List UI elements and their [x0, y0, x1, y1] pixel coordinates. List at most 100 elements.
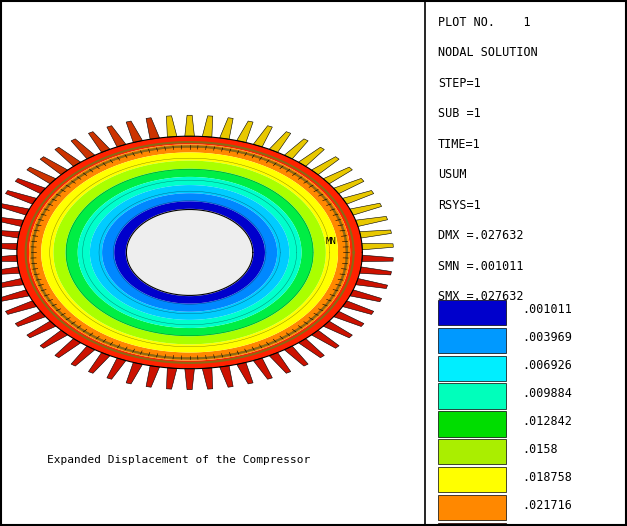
Polygon shape: [185, 369, 194, 390]
Polygon shape: [203, 368, 213, 389]
Bar: [438, 328, 505, 353]
Polygon shape: [166, 368, 177, 389]
Polygon shape: [40, 330, 68, 348]
Polygon shape: [356, 216, 387, 227]
Bar: [438, 467, 505, 492]
Polygon shape: [219, 366, 233, 387]
Polygon shape: [323, 321, 352, 338]
Text: NODAL SOLUTION: NODAL SOLUTION: [438, 46, 537, 59]
Text: SMX =.027632: SMX =.027632: [438, 290, 524, 304]
Polygon shape: [253, 126, 272, 147]
Polygon shape: [90, 185, 289, 320]
Polygon shape: [219, 118, 233, 139]
Polygon shape: [78, 177, 302, 328]
Text: .012842: .012842: [522, 415, 572, 428]
Bar: [438, 523, 505, 526]
Polygon shape: [71, 346, 95, 366]
Polygon shape: [6, 301, 37, 315]
Text: .021716: .021716: [522, 499, 572, 512]
Polygon shape: [130, 211, 250, 246]
Text: SMN =.001011: SMN =.001011: [438, 260, 524, 273]
Polygon shape: [71, 139, 95, 159]
Text: Expanded Displacement of the Compressor: Expanded Displacement of the Compressor: [48, 455, 311, 465]
Text: .0158: .0158: [522, 443, 558, 456]
Polygon shape: [269, 132, 291, 153]
Polygon shape: [40, 157, 68, 175]
Polygon shape: [334, 178, 364, 194]
Polygon shape: [88, 352, 110, 373]
Polygon shape: [298, 339, 324, 358]
Polygon shape: [0, 290, 29, 302]
Polygon shape: [126, 362, 142, 384]
Polygon shape: [350, 290, 382, 302]
Text: .006926: .006926: [522, 359, 572, 372]
Polygon shape: [55, 339, 81, 358]
Polygon shape: [0, 216, 24, 227]
Text: SUB =1: SUB =1: [438, 107, 480, 120]
Polygon shape: [203, 116, 213, 137]
Bar: [438, 383, 505, 409]
Polygon shape: [237, 362, 253, 384]
Polygon shape: [53, 160, 326, 345]
Polygon shape: [27, 321, 56, 338]
Polygon shape: [269, 352, 291, 373]
Polygon shape: [312, 157, 339, 175]
Polygon shape: [0, 230, 19, 238]
Polygon shape: [55, 147, 81, 166]
Polygon shape: [15, 178, 46, 194]
Polygon shape: [27, 167, 56, 184]
Polygon shape: [312, 330, 339, 348]
Polygon shape: [350, 203, 382, 215]
Polygon shape: [146, 366, 159, 387]
Polygon shape: [88, 132, 110, 153]
Polygon shape: [356, 278, 387, 289]
Bar: [438, 439, 505, 464]
Polygon shape: [127, 209, 253, 296]
Text: .018758: .018758: [522, 471, 572, 484]
Polygon shape: [362, 255, 393, 261]
Polygon shape: [102, 193, 277, 312]
Polygon shape: [127, 209, 252, 246]
Polygon shape: [0, 278, 24, 289]
Text: STEP=1: STEP=1: [438, 77, 480, 90]
Text: .001011: .001011: [522, 304, 572, 317]
Polygon shape: [126, 121, 142, 143]
Polygon shape: [0, 267, 19, 275]
Polygon shape: [29, 144, 350, 361]
Bar: [438, 356, 505, 381]
Text: .009884: .009884: [522, 387, 572, 400]
Text: USUM: USUM: [438, 168, 466, 181]
Polygon shape: [0, 244, 18, 250]
Polygon shape: [334, 311, 364, 327]
Polygon shape: [41, 153, 338, 352]
Polygon shape: [284, 139, 308, 159]
Bar: [438, 495, 505, 520]
Polygon shape: [6, 190, 37, 204]
Polygon shape: [107, 358, 126, 379]
Text: RSYS=1: RSYS=1: [438, 199, 480, 212]
Text: MN: MN: [325, 237, 336, 247]
Text: DMX =.027632: DMX =.027632: [438, 229, 524, 242]
Polygon shape: [359, 230, 391, 238]
Polygon shape: [114, 201, 265, 304]
Polygon shape: [134, 214, 245, 247]
Polygon shape: [362, 244, 393, 250]
Bar: [438, 300, 505, 325]
Polygon shape: [66, 169, 314, 336]
Polygon shape: [185, 115, 194, 136]
Polygon shape: [107, 126, 126, 147]
Bar: [438, 411, 505, 437]
Polygon shape: [298, 147, 324, 166]
Polygon shape: [0, 255, 18, 261]
Polygon shape: [0, 203, 29, 215]
Polygon shape: [323, 167, 352, 184]
Polygon shape: [237, 121, 253, 143]
Polygon shape: [359, 267, 391, 275]
Polygon shape: [253, 358, 272, 379]
Text: TIME=1: TIME=1: [438, 138, 480, 151]
Polygon shape: [17, 136, 362, 369]
Text: .003969: .003969: [522, 331, 572, 345]
Polygon shape: [15, 311, 46, 327]
Polygon shape: [132, 213, 247, 246]
Text: PLOT NO.    1: PLOT NO. 1: [438, 16, 530, 29]
